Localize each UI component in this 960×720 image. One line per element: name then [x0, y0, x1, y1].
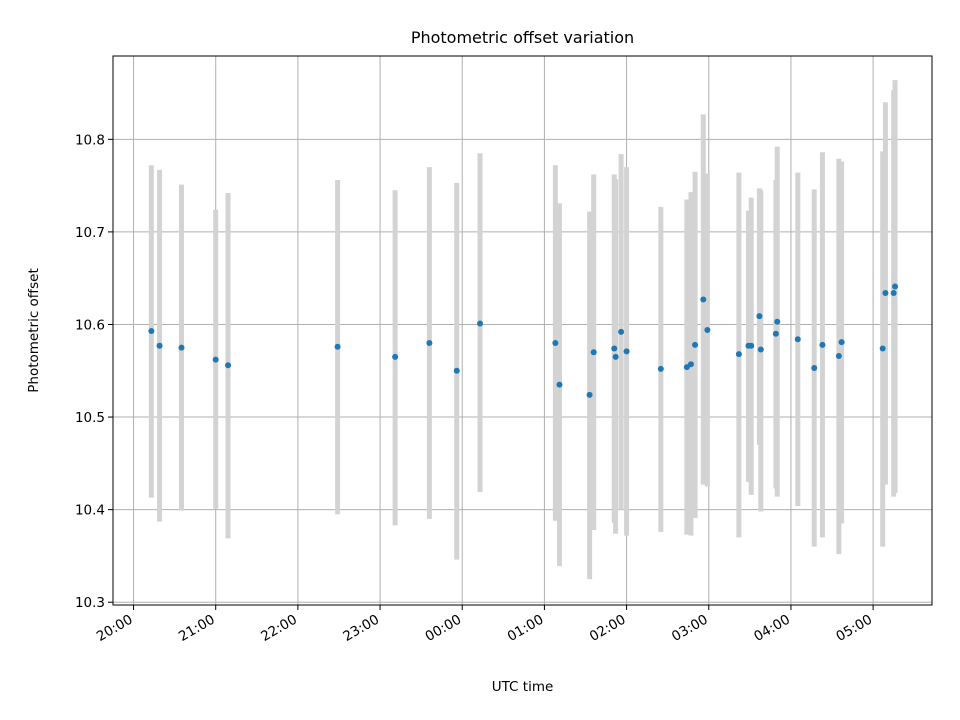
data-point	[794, 336, 801, 343]
data-point	[892, 283, 899, 290]
data-point	[618, 328, 625, 335]
data-point	[890, 290, 897, 297]
data-point	[148, 327, 155, 334]
data-point	[748, 342, 755, 349]
data-point	[612, 353, 619, 360]
data-point	[586, 391, 593, 398]
data-point	[882, 290, 889, 297]
data-point	[552, 339, 559, 346]
data-point	[774, 318, 781, 325]
x-axis-label: UTC time	[492, 679, 554, 695]
data-point	[225, 362, 232, 369]
data-point	[426, 339, 433, 346]
y-axis-label: Photometric offset	[26, 268, 42, 392]
grid-lines	[113, 56, 932, 605]
data-point	[590, 349, 597, 356]
data-point	[838, 339, 845, 346]
data-point	[835, 352, 842, 359]
y-tick-label: 10.6	[75, 317, 105, 333]
data-point	[756, 313, 763, 320]
data-point	[657, 365, 664, 372]
data-point	[334, 343, 341, 350]
data-point	[704, 327, 711, 334]
data-point	[819, 341, 826, 348]
y-axis-ticks: 10.3 10.4 10.5 10.6 10.7 10.8	[75, 132, 113, 611]
data-point	[692, 341, 699, 348]
data-point	[453, 367, 460, 374]
y-tick-label: 10.3	[75, 595, 105, 611]
plot-area	[113, 56, 932, 605]
plot-frame	[112, 55, 933, 606]
chart-title: Photometric offset variation	[411, 28, 634, 47]
y-tick-label: 10.8	[75, 132, 105, 148]
y-tick-label: 10.4	[75, 503, 105, 519]
data-point	[611, 345, 618, 352]
data-point	[156, 342, 163, 349]
data-point	[212, 356, 219, 363]
data-points	[148, 283, 899, 398]
data-point	[757, 346, 764, 353]
data-point	[879, 345, 886, 352]
data-point	[392, 353, 399, 360]
data-point	[772, 330, 779, 337]
data-point	[556, 381, 563, 388]
data-point	[735, 351, 742, 358]
y-tick-label: 10.7	[75, 225, 105, 241]
data-point	[687, 361, 694, 368]
data-point	[700, 296, 707, 303]
data-point	[477, 320, 484, 327]
y-tick-label: 10.5	[75, 410, 105, 426]
data-point	[623, 348, 630, 355]
data-point	[178, 344, 185, 351]
data-point	[811, 364, 818, 371]
